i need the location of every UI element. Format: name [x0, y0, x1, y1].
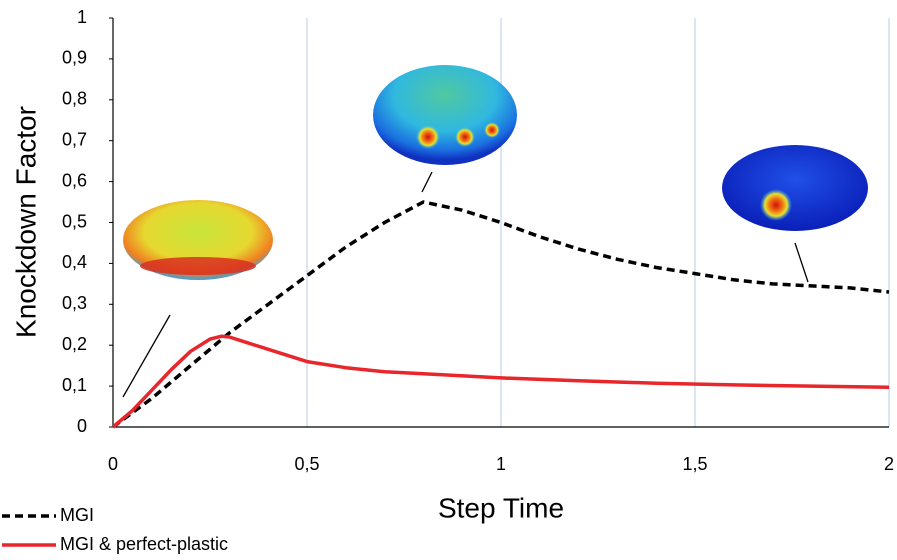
x-tick-label: 2 [884, 454, 894, 474]
dome-image [373, 65, 517, 193]
y-tick-label: 0,8 [62, 89, 87, 109]
x-tick-label: 1 [496, 454, 506, 474]
y-tick-label: 0,1 [62, 375, 87, 395]
data-line [111, 334, 890, 429]
y-tick-label: 0,5 [62, 211, 87, 231]
x-tick-label: 1,5 [682, 454, 707, 474]
y-tick-label: 0,2 [62, 334, 87, 354]
plot-area [111, 200, 890, 429]
x-tick-label: 0 [108, 454, 118, 474]
y-tick-label: 0,7 [62, 129, 87, 149]
legend: MGI MGI & perfect-plastic [2, 505, 228, 554]
y-tick-label: 0,9 [62, 48, 87, 68]
dome-image [122, 200, 273, 398]
y-tick-label: 1 [77, 7, 87, 27]
y-tick-label: 0,6 [62, 170, 87, 190]
y-axis-title: Knockdown Factor [10, 106, 41, 338]
legend-label: MGI & perfect-plastic [60, 534, 228, 554]
dome-image [722, 145, 868, 283]
x-axis-title: Step Time [438, 492, 564, 523]
y-tick-label: 0,4 [62, 252, 87, 272]
data-line [111, 200, 890, 429]
y-tick-label: 0,3 [62, 293, 87, 313]
legend-label: MGI [60, 505, 94, 525]
y-tick-label: 0 [77, 416, 87, 436]
x-tick-label: 0,5 [294, 454, 319, 474]
